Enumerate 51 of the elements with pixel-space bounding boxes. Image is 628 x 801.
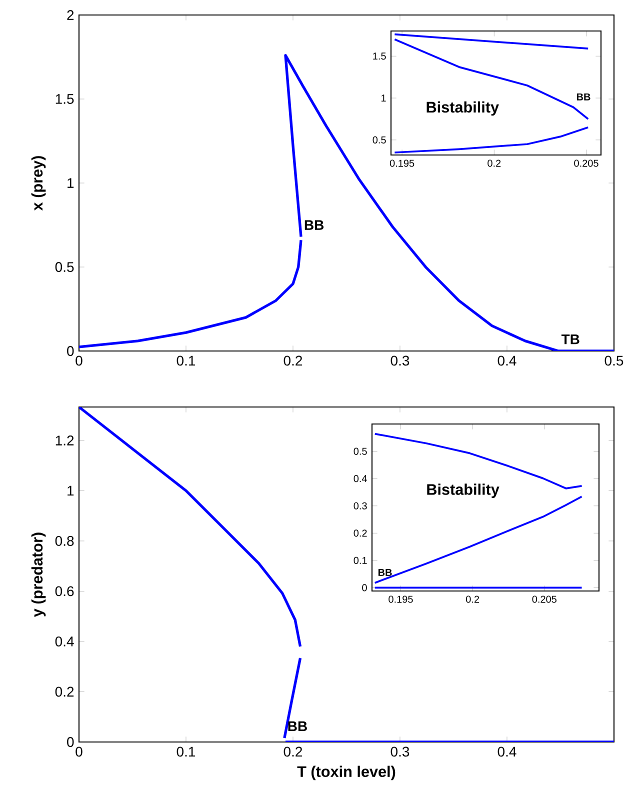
y-tick-label: 0.2	[55, 686, 74, 697]
x-tick-label: 0.205	[574, 160, 598, 167]
line-series	[394, 38, 590, 120]
x-tick-label: 0.3	[390, 746, 410, 757]
y-tick-label: 0.3	[354, 502, 367, 510]
x-tick-label: 0.2	[466, 596, 480, 603]
x-tick-label: 0.4	[498, 356, 516, 366]
y-tick-label: 1	[381, 94, 386, 102]
x-tick-label: 0.2	[488, 160, 501, 167]
y-tick-label: 0	[362, 584, 367, 592]
x-tick-label: 0.195	[390, 160, 414, 167]
y-tick-label: 1.5	[56, 94, 74, 104]
y-tick-label: 0.4	[354, 475, 367, 482]
x-tick-label: 0	[76, 746, 82, 757]
annotation: BB	[378, 569, 392, 576]
line-series	[394, 126, 590, 154]
y-tick-label: 1.2	[56, 436, 74, 446]
y-tick-label: 0	[67, 737, 74, 747]
y-tick-label: 1	[68, 178, 74, 188]
y-axis-title: y (predator)	[31, 532, 46, 617]
y-tick-label: 1.5	[373, 52, 386, 60]
y-tick-label: 0.8	[55, 536, 74, 546]
x-tick-label: 0.1	[176, 746, 196, 757]
y-tick-label: 1	[68, 486, 74, 496]
x-tick-label: 0.3	[390, 356, 410, 366]
x-tick-label: 0.4	[498, 746, 516, 757]
annotation: Bistability	[427, 484, 500, 498]
y-tick-label: 0.5	[354, 448, 367, 455]
annotation: BB	[288, 721, 307, 732]
annotation: TB	[561, 334, 580, 344]
x-tick-label: 0	[76, 356, 82, 366]
x-tick-label: 0.2	[284, 746, 302, 757]
y-tick-label: 0.2	[354, 530, 367, 537]
x-axis-title: T (toxin level)	[297, 766, 396, 780]
x-tick-label: 0.5	[604, 356, 624, 366]
annotation: BB	[576, 93, 590, 100]
x-tick-label: 0.195	[388, 596, 413, 603]
x-tick-label: 0.205	[532, 596, 556, 603]
y-tick-label: 0.6	[55, 586, 74, 596]
y-axis-title: x (prey)	[31, 156, 46, 211]
y-tick-label: 0	[67, 346, 74, 356]
line-series	[78, 407, 302, 648]
y-tick-label: 0.5	[372, 136, 386, 144]
y-tick-label: 0.5	[55, 262, 74, 272]
annotation: BB	[304, 220, 324, 230]
y-tick-label: 0.4	[55, 636, 74, 646]
y-tick-label: 2	[67, 10, 74, 20]
x-tick-label: 0.2	[284, 356, 302, 366]
y-tick-label: 0.1	[354, 556, 367, 564]
annotation: Bistability	[426, 101, 499, 116]
x-tick-label: 0.1	[176, 356, 196, 366]
